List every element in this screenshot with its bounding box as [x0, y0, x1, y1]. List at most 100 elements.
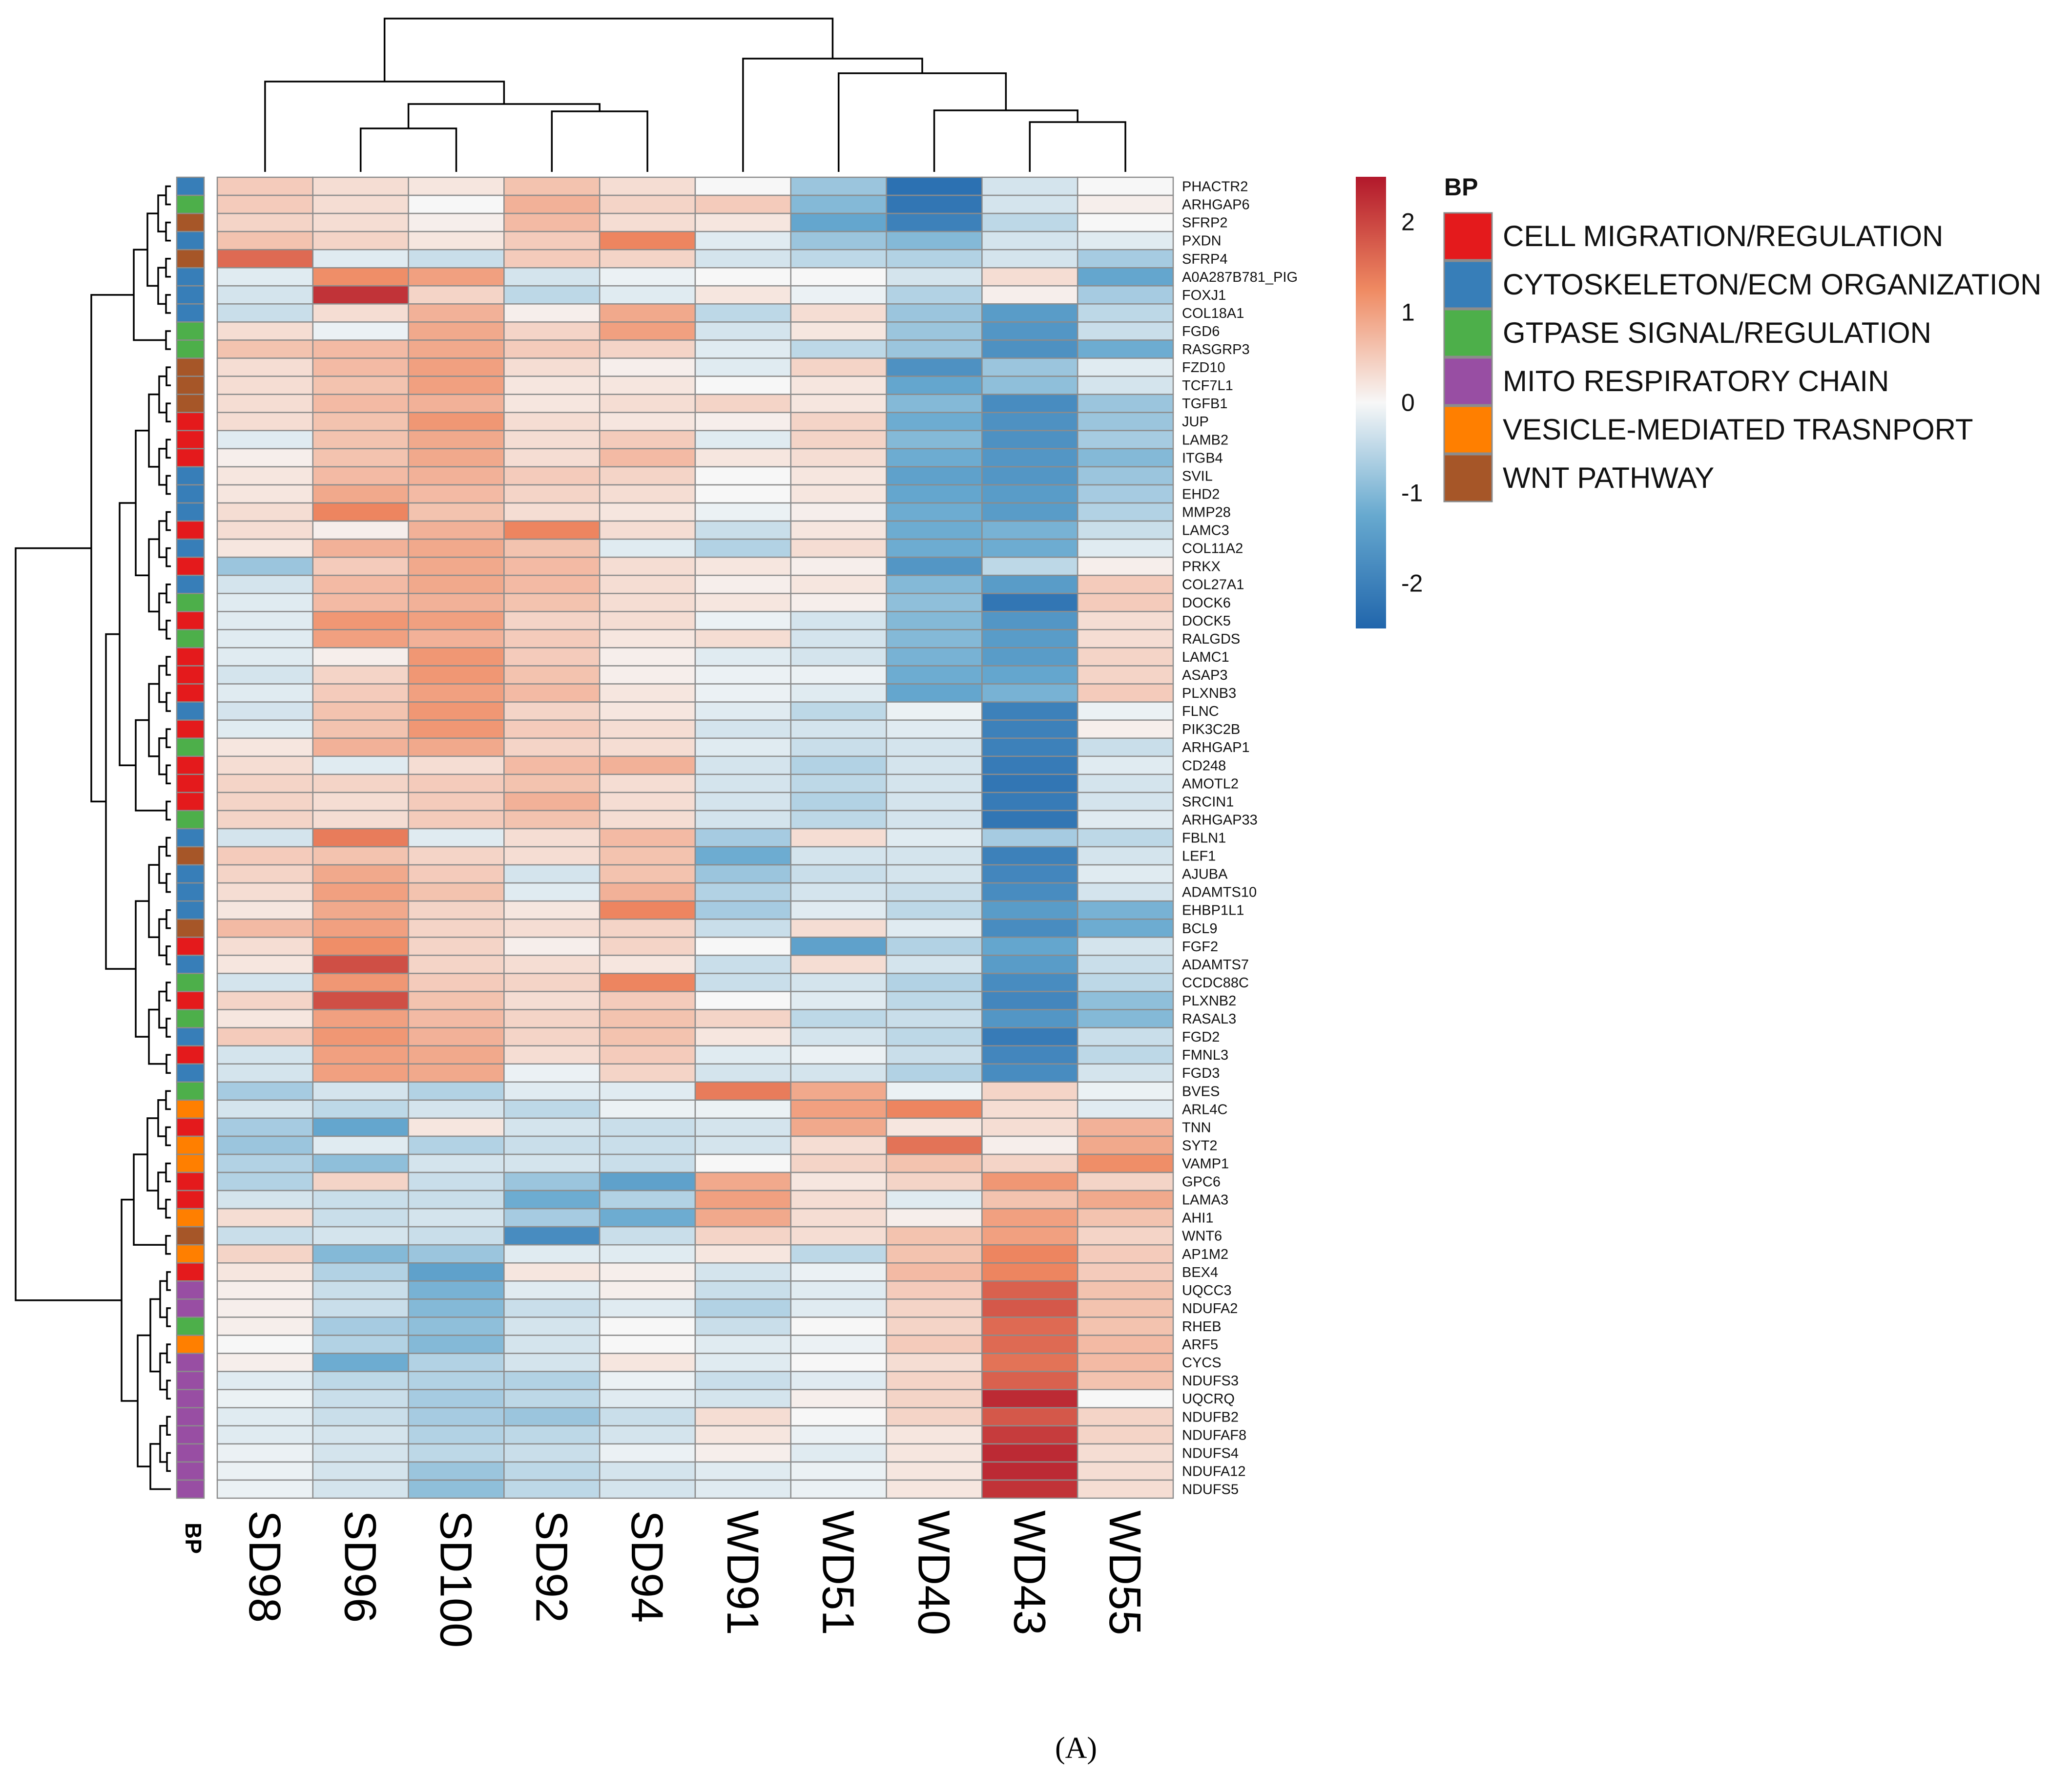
gene-label: AHI1: [1182, 1211, 1213, 1226]
color-scale-tick-label: 1: [1401, 299, 1415, 326]
heatmap-cell: [408, 1280, 505, 1300]
dendrogram-branch: [166, 764, 171, 785]
heatmap-cell: [981, 683, 1078, 703]
heatmap-cell: [1077, 647, 1174, 667]
heatmap-cell: [216, 665, 314, 685]
heatmap-cell: [1077, 267, 1174, 287]
bp-strip-cell: [176, 665, 205, 685]
heatmap-cell: [694, 1117, 792, 1137]
dendrogram-branch: [551, 110, 648, 172]
legend-label: WNT PATHWAY: [1503, 461, 1714, 494]
heatmap-cell: [694, 593, 792, 612]
heatmap-cell: [216, 647, 314, 667]
dendrogram-branch: [148, 538, 159, 613]
heatmap-cell: [981, 828, 1078, 848]
heatmap-cell: [503, 1153, 601, 1173]
gene-label: SFRP4: [1182, 251, 1227, 267]
heatmap-cell: [886, 665, 983, 685]
heatmap-cell: [503, 593, 601, 612]
heatmap-cell: [981, 1226, 1078, 1246]
heatmap-cell: [981, 394, 1078, 413]
heatmap-cell: [408, 882, 505, 902]
heatmap-cell: [886, 574, 983, 594]
heatmap-cell: [599, 556, 696, 576]
legend-label: CYTOSKELETON/ECM ORGANIZATION: [1503, 268, 2042, 301]
heatmap-cell: [312, 212, 409, 232]
heatmap-cell: [1077, 900, 1174, 920]
color-scale-ticks: 2 1 0 -1 -2: [1401, 209, 1423, 597]
heatmap-cell: [503, 755, 601, 775]
heatmap-cell: [1077, 810, 1174, 830]
heatmap-cell: [886, 900, 983, 920]
heatmap-cell: [216, 1443, 314, 1463]
heatmap-cell: [216, 1171, 314, 1192]
gene-label: PRKX: [1182, 559, 1221, 575]
heatmap-cell: [694, 737, 792, 757]
heatmap-cell: [886, 1081, 983, 1101]
heatmap-cell: [503, 1135, 601, 1155]
dendrogram-branch: [148, 1008, 166, 1065]
gene-label: CYCS: [1182, 1355, 1222, 1371]
heatmap-cell: [599, 1226, 696, 1246]
heatmap-cell: [408, 1190, 505, 1210]
gene-label: COL18A1: [1182, 306, 1244, 321]
heatmap-cell: [216, 1190, 314, 1210]
heatmap-cell: [790, 1407, 887, 1427]
heatmap-cell: [503, 846, 601, 866]
heatmap-cell: [886, 376, 983, 395]
dendrogram-branch: [157, 267, 166, 305]
gene-label: COL27A1: [1182, 577, 1244, 593]
heatmap-cell: [503, 737, 601, 757]
heatmap-cell: [216, 937, 314, 956]
sample-label: WD43: [1004, 1510, 1054, 1635]
heatmap-cell: [694, 1280, 792, 1300]
heatmap-cell: [599, 1353, 696, 1372]
bp-strip-cell: [176, 1063, 205, 1083]
heatmap-cell: [981, 1353, 1078, 1372]
heatmap-cell: [599, 1171, 696, 1192]
heatmap-cell: [312, 683, 409, 703]
heatmap-cell: [981, 629, 1078, 648]
heatmap-cell: [599, 1425, 696, 1445]
heatmap-cell: [216, 520, 314, 540]
heatmap-cell: [503, 1407, 601, 1427]
heatmap-cell: [694, 1190, 792, 1210]
heatmap-cell: [216, 1099, 314, 1119]
heatmap-cell: [408, 1208, 505, 1228]
heatmap-cell: [981, 194, 1078, 214]
heatmap-cell: [408, 919, 505, 938]
heatmap-cell: [503, 1099, 601, 1119]
heatmap-cell: [694, 882, 792, 902]
bp-strip-cell: [176, 538, 205, 558]
heatmap-cell: [981, 1153, 1078, 1173]
heatmap-cell: [408, 810, 505, 830]
heatmap-cell: [408, 556, 505, 576]
heatmap-cell: [216, 828, 314, 848]
heatmap-cell: [1077, 339, 1174, 359]
heatmap-cell: [981, 303, 1078, 323]
heatmap-cell: [981, 593, 1078, 612]
heatmap-cell: [503, 230, 601, 251]
dendrogram-branch: [146, 212, 158, 287]
gene-label: CD248: [1182, 758, 1226, 774]
gene-label: NDUFS3: [1182, 1373, 1239, 1389]
legend-label: VESICLE-MEDIATED TRASNPORT: [1503, 413, 1973, 446]
gene-label: ARL4C: [1182, 1102, 1228, 1117]
gene-label: EHBP1L1: [1182, 903, 1244, 919]
heatmap-cell: [981, 991, 1078, 1010]
gene-label: VAMP1: [1182, 1156, 1229, 1171]
heatmap-cell: [503, 1389, 601, 1408]
heatmap-cell: [599, 1479, 696, 1499]
heatmap-cell: [216, 285, 314, 305]
heatmap-cell: [503, 665, 601, 685]
heatmap-cell: [694, 1171, 792, 1192]
heatmap-cell: [216, 1479, 314, 1499]
gene-label: FMNL3: [1182, 1047, 1228, 1063]
heatmap-cell: [408, 846, 505, 866]
heatmap-cell: [408, 665, 505, 685]
dendrogram-branch: [166, 873, 171, 893]
heatmap-cell: [599, 737, 696, 757]
heatmap-cell: [694, 194, 792, 214]
heatmap-cell: [981, 973, 1078, 992]
heatmap-cell: [790, 1280, 887, 1300]
